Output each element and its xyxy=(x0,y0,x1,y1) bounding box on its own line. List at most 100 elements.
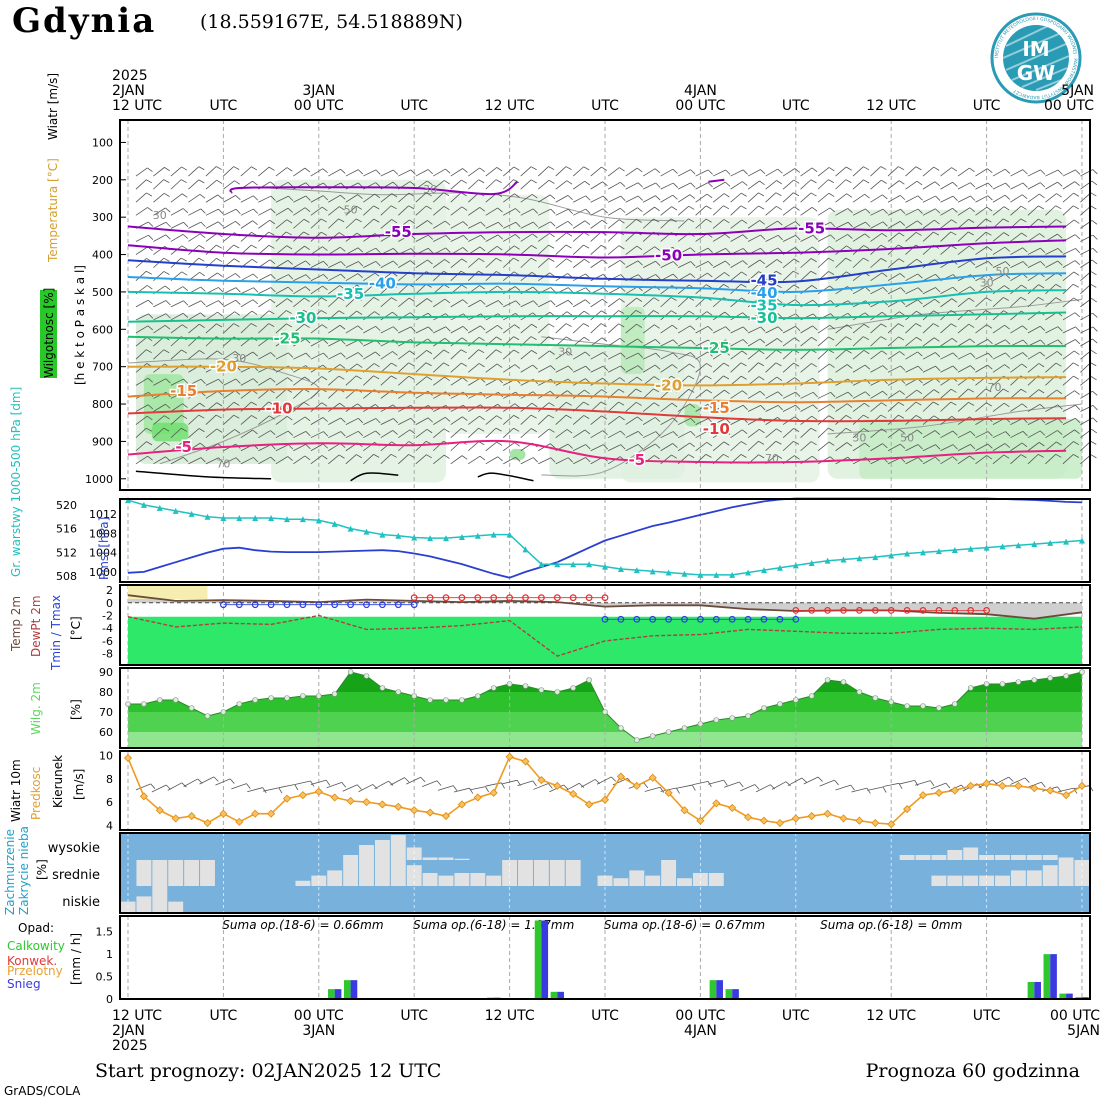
humidity-bands xyxy=(128,672,1082,748)
precip-snow-bar xyxy=(350,980,358,999)
cloud-cover-bar-mid xyxy=(518,860,533,886)
humidity-marker xyxy=(665,729,672,735)
humidity-marker xyxy=(490,685,497,691)
wind-barb xyxy=(835,221,849,229)
wind-speed-marker xyxy=(632,781,641,790)
wind-barb-feather xyxy=(863,336,870,340)
wind-barb-feather xyxy=(408,454,415,458)
wind-barb xyxy=(747,271,759,282)
humidity-marker xyxy=(395,689,402,695)
wind-barb-feather xyxy=(181,193,188,198)
wind-barb-feather xyxy=(252,220,258,225)
wind-barb xyxy=(905,208,919,216)
wind-barb-feather xyxy=(268,323,275,327)
wind-barb-feather xyxy=(323,274,329,280)
wind-barb xyxy=(782,299,796,308)
wind-barb-feather xyxy=(899,311,905,316)
wind-barb xyxy=(205,244,217,255)
wind-barb-feather xyxy=(670,375,677,380)
wind-barb xyxy=(275,430,289,439)
wind-barb-feather xyxy=(514,193,520,198)
wind-barb-feather xyxy=(325,779,331,786)
bottom-time-label: 00 UTC xyxy=(1050,1008,1100,1024)
wind-barb-feather xyxy=(165,403,171,409)
wind-barb xyxy=(363,418,377,425)
wind-barb xyxy=(607,167,620,177)
wind-barb-feather xyxy=(635,310,642,314)
wind-barb xyxy=(205,428,218,438)
wind-barb-feather xyxy=(338,218,345,223)
isotherm-label: -35 xyxy=(750,297,777,315)
wind-barb xyxy=(520,300,534,308)
wind-barb xyxy=(695,261,709,268)
wind-barb-feather xyxy=(513,415,520,419)
cloud-cover-bar-mid xyxy=(470,873,486,886)
wind-barb-feather xyxy=(933,389,940,394)
wind-barb xyxy=(223,311,235,321)
top-time-label: 5JAN xyxy=(1061,83,1094,99)
wind-barb xyxy=(692,780,709,786)
wind-speed-marker xyxy=(728,803,737,812)
wind-barb-feather xyxy=(690,339,696,345)
wind-barb-feather xyxy=(567,365,573,371)
humidity-marker xyxy=(920,703,926,709)
wind-barb xyxy=(782,337,795,347)
wind-barb xyxy=(153,313,167,321)
wind-barb xyxy=(469,786,486,791)
humidity-marker xyxy=(649,733,656,739)
wind-barb xyxy=(415,417,429,425)
wind-barb-feather xyxy=(584,258,590,264)
pressure-tick-label: 100 xyxy=(92,136,113,149)
wind-barb xyxy=(771,781,787,790)
precip-snow-bar xyxy=(1066,993,1073,999)
wind-barb-feather xyxy=(198,414,205,419)
wind-barb xyxy=(992,246,1006,255)
wind-barb-feather xyxy=(234,311,241,316)
wind-barb-feather xyxy=(829,246,835,251)
wind-barb-feather xyxy=(655,195,661,201)
precip-snow-bar xyxy=(557,991,564,999)
wind-barb xyxy=(502,349,515,360)
wind-barb-feather xyxy=(759,428,765,434)
wind-barb xyxy=(992,232,1004,242)
wind-barb xyxy=(328,194,341,203)
precip-tick-label: 0.5 xyxy=(96,971,114,984)
wind-barb-feather xyxy=(163,257,170,262)
wind-barb-feather xyxy=(986,246,993,251)
wind-barb-feather xyxy=(898,323,905,328)
wind-speed-marker xyxy=(346,796,355,806)
wind-barb xyxy=(940,207,953,216)
wind-barb-feather xyxy=(183,456,189,462)
wind-barb xyxy=(520,350,532,360)
wind-barb-feather xyxy=(880,257,887,262)
wind-barb-feather xyxy=(146,285,153,290)
wind-barb xyxy=(520,364,533,373)
wind-barb-feather xyxy=(775,192,782,197)
wind-barb-feather xyxy=(917,208,923,214)
wind-barb xyxy=(135,336,148,347)
wind-barb xyxy=(450,416,463,425)
wind-speed-marker xyxy=(282,794,292,803)
wind-barb-feather xyxy=(672,273,678,279)
wind-barb xyxy=(607,298,620,308)
wind-barb-feather xyxy=(672,194,678,200)
wind-barb xyxy=(1027,430,1041,439)
wind-barb-feather xyxy=(795,221,801,227)
wind-barb-feather xyxy=(950,388,957,393)
precip-sum-label: Suma op.(18-6) = 0.67mm xyxy=(604,918,765,932)
wind-barb-feather xyxy=(1022,182,1028,188)
cloud-high-label: wysokie xyxy=(48,841,100,856)
temperature-tick-label: -2 xyxy=(102,609,113,622)
wind-barb-feather xyxy=(952,365,958,371)
wind-barb xyxy=(398,283,409,295)
wind-barb-feather xyxy=(374,193,381,199)
wind-barb-feather xyxy=(182,208,189,214)
wind-barb-feather xyxy=(950,323,957,328)
wind-barb-feather xyxy=(812,246,818,252)
wind-barb-feather xyxy=(864,442,870,448)
wind-barb-feather xyxy=(775,284,782,289)
wind-speed-marker xyxy=(362,798,371,807)
wind-barb xyxy=(485,324,498,334)
wind-barb xyxy=(450,428,462,438)
cloud-cover-bar-high xyxy=(454,858,470,860)
